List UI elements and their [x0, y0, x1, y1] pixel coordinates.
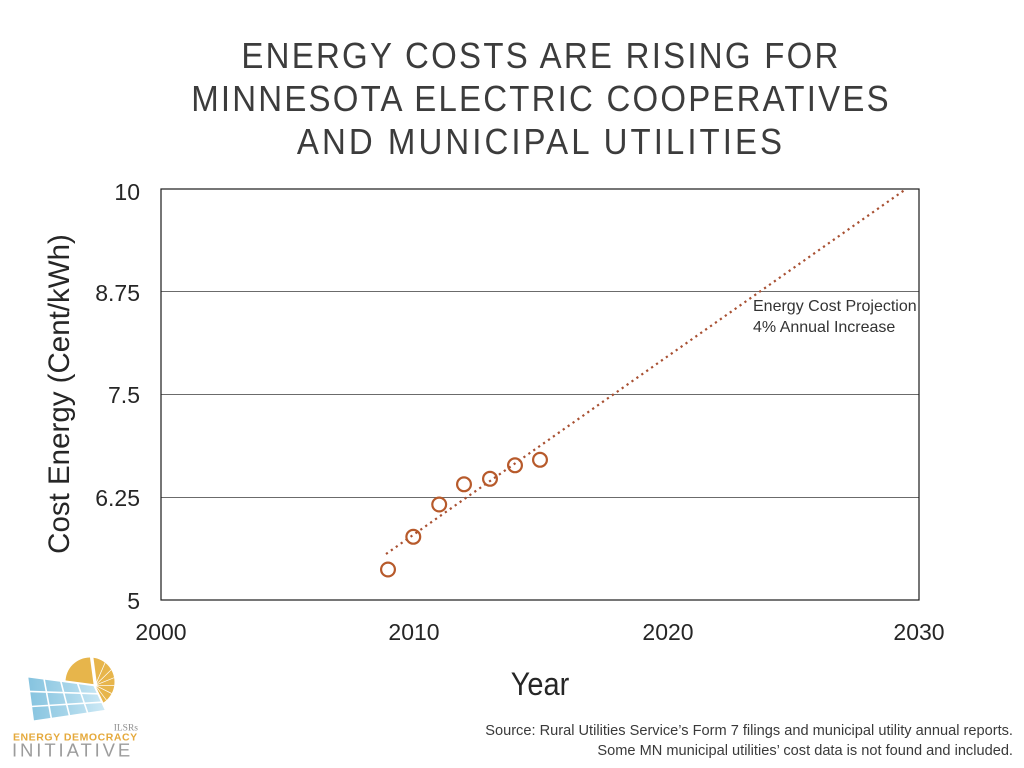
svg-text:ENERGY DEMOCRACY: ENERGY DEMOCRACY [13, 732, 138, 744]
svg-text:ILSRs: ILSRs [114, 724, 139, 734]
svg-text:INITIATIVE: INITIATIVE [12, 740, 133, 761]
